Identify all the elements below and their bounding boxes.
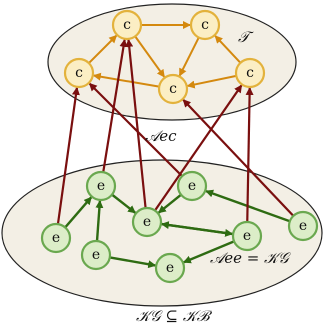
concept-node xyxy=(189,9,221,41)
caption-label: 𝒦𝒢 ⊆ 𝒦ℬ xyxy=(136,307,213,325)
concept-edges xyxy=(88,21,242,89)
concept-node xyxy=(111,9,143,41)
concept-edge xyxy=(214,35,242,64)
entity-edge xyxy=(160,221,234,236)
entity-layer-ellipse xyxy=(1,159,323,307)
entity-edge xyxy=(64,196,93,229)
cross-relation-label: 𝒜ec xyxy=(145,127,177,145)
entity-node-label: e xyxy=(92,247,100,263)
entity-node-label: e xyxy=(52,230,60,246)
cross-layer-edge xyxy=(88,82,183,177)
entity-node xyxy=(154,252,186,284)
entity-node-label: e xyxy=(166,260,174,276)
entity-node-label: e xyxy=(97,178,105,194)
concept-node-label: c xyxy=(246,65,254,81)
concept-edge xyxy=(186,74,237,89)
concept-node xyxy=(234,57,266,89)
entity-edge xyxy=(109,256,157,269)
entity-node-label: e xyxy=(243,228,251,244)
cross-layer-edge xyxy=(102,38,128,173)
entity-node-label: e xyxy=(188,178,196,194)
entity-edge xyxy=(157,193,182,214)
entity-node xyxy=(176,170,208,202)
bottom-relation-label: 𝒜ee = 𝒦𝒢 xyxy=(210,249,291,267)
concept-node-label: c xyxy=(201,17,209,33)
entity-edge xyxy=(95,199,104,242)
entity-node-label: e xyxy=(143,214,151,230)
entity-node xyxy=(80,239,112,271)
entity-nodes: e e e e e e e e xyxy=(40,170,319,284)
entity-node xyxy=(40,222,72,254)
concept-edge xyxy=(88,34,118,64)
concept-node xyxy=(157,73,189,105)
concept-edge xyxy=(134,35,166,78)
cross-layer-edge xyxy=(245,86,254,223)
concept-node-label: c xyxy=(75,65,83,81)
cross-layer-edges xyxy=(56,38,295,225)
entity-edges xyxy=(64,189,291,269)
entity-edge xyxy=(111,193,136,214)
cross-layer-edge xyxy=(182,99,295,217)
cross-layer-edge xyxy=(56,86,80,225)
concept-nodes: c c c c c xyxy=(63,9,266,105)
concept-node-label: c xyxy=(123,17,131,33)
concept-edge xyxy=(92,72,160,88)
concept-edge xyxy=(178,37,200,77)
entity-node xyxy=(85,170,117,202)
concept-layer-ellipse xyxy=(47,3,297,121)
concept-node-label: c xyxy=(169,81,177,97)
entity-node xyxy=(287,210,319,242)
entity-node xyxy=(231,220,263,252)
entity-node-label: e xyxy=(299,218,307,234)
cross-layer-edge xyxy=(125,38,147,209)
concept-node xyxy=(63,57,95,89)
entity-edge xyxy=(182,240,235,264)
entity-node xyxy=(131,206,163,238)
cross-layer-edge xyxy=(154,84,243,212)
